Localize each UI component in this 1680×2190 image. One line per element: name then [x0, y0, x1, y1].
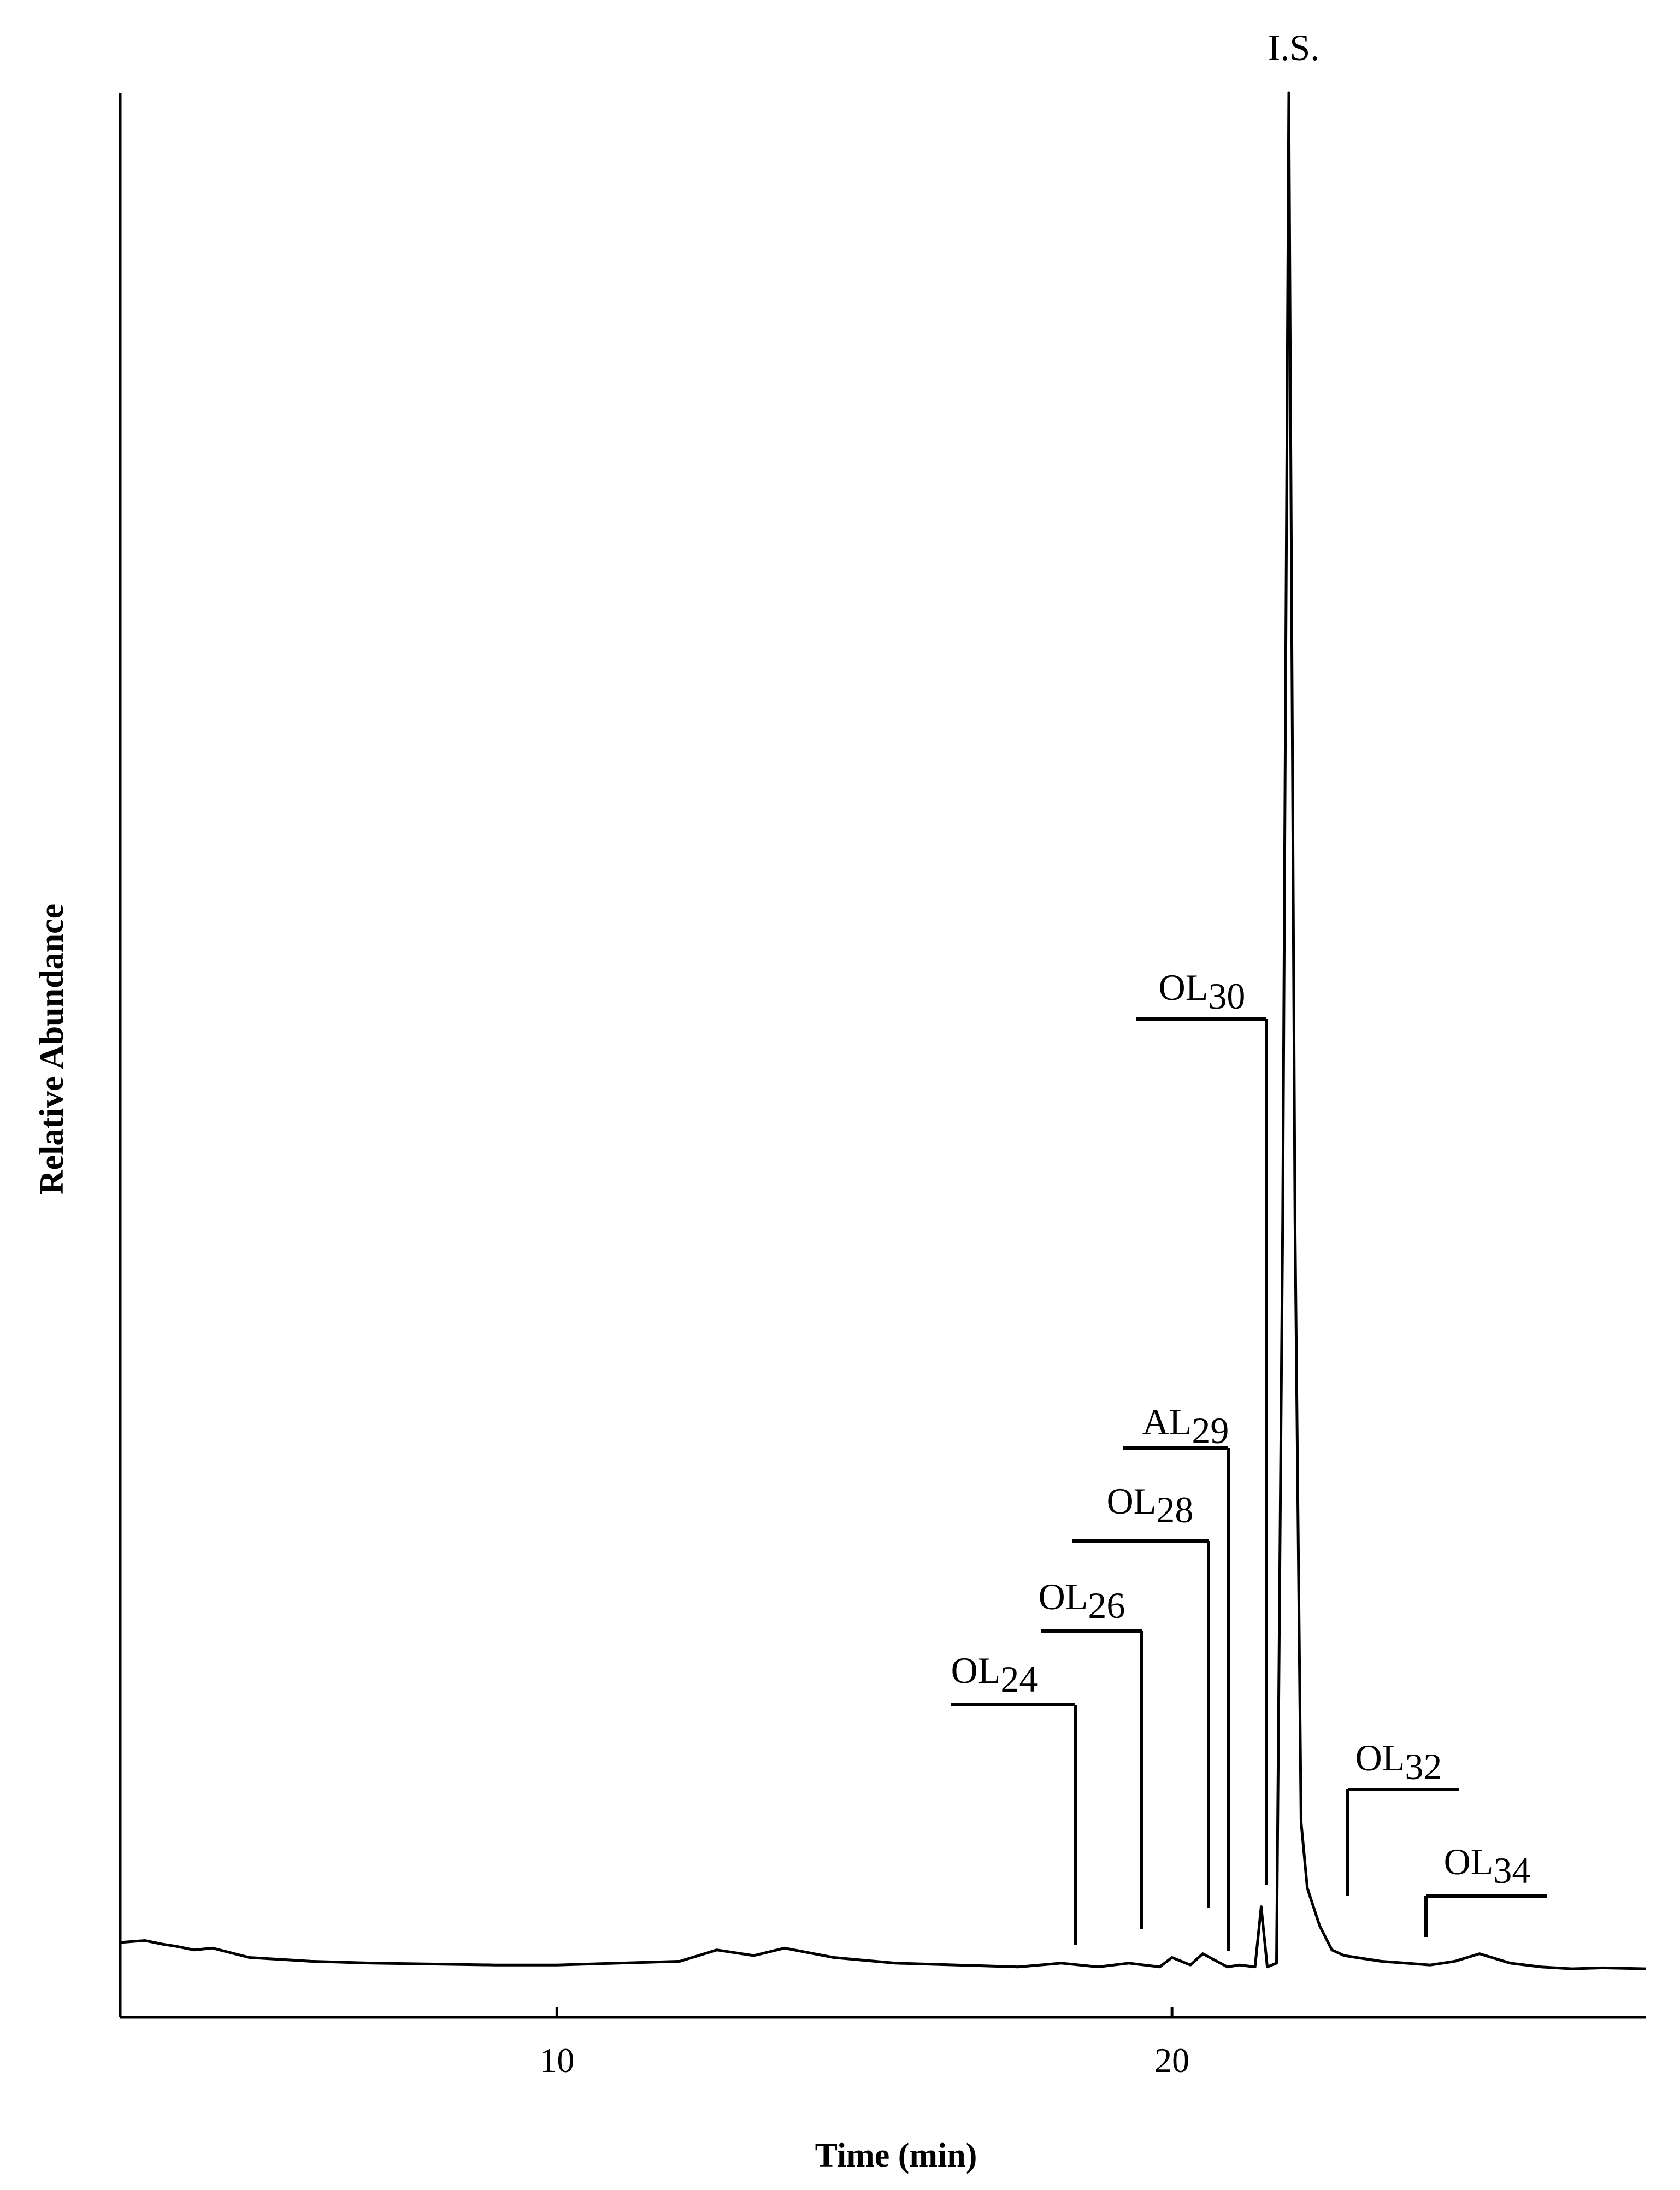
peak-annotation-ol26: OL26 [1039, 1576, 1143, 1929]
x-tick-label: 10 [539, 2041, 574, 2080]
peak-label: OL34 [1444, 1841, 1531, 1891]
peak-leader-line [951, 1703, 1077, 1945]
axes [119, 93, 1646, 2019]
peak-leader-line [1072, 1539, 1210, 1908]
peak-annotation-al29: AL29 [1123, 1401, 1230, 1951]
peak-leader-line [1123, 1446, 1230, 1951]
peak-leader-line [1346, 1788, 1459, 1896]
peak-label: OL24 [951, 1650, 1038, 1700]
peak-label: OL32 [1355, 1737, 1442, 1787]
chromatogram-trace [120, 91, 1646, 1970]
peak-annotation-ol32: OL32 [1346, 1737, 1459, 1896]
peak-leader-line [1041, 1629, 1143, 1929]
peak-leader-line [1424, 1894, 1547, 1937]
peak-label: OL28 [1107, 1480, 1194, 1530]
peak-label: AL29 [1142, 1401, 1229, 1451]
x-axis-title: Time (min) [815, 2137, 977, 2174]
y-axis-title: Relative Abundance [33, 904, 70, 1194]
peak-annotation-ol30: OL30 [1136, 967, 1268, 1885]
peak-leader-line [1136, 1017, 1268, 1885]
x-ticks: 10 20 [539, 2007, 1189, 2080]
peak-label: OL30 [1159, 967, 1246, 1017]
peak-annotation-ol28: OL28 [1072, 1480, 1210, 1908]
peak-annotation-is: I.S. [1268, 27, 1319, 68]
peak-label: OL26 [1039, 1576, 1125, 1626]
peak-annotation-ol24: OL24 [951, 1650, 1077, 1945]
x-tick-label: 20 [1154, 2041, 1189, 2080]
peak-annotation-ol34: OL34 [1424, 1841, 1547, 1937]
peak-label: I.S. [1268, 27, 1319, 68]
